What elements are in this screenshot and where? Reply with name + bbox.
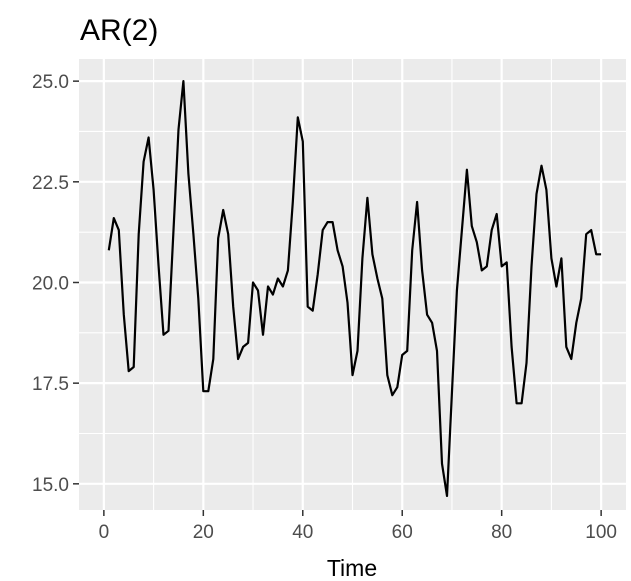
x-tick-label: 0 <box>99 522 110 543</box>
x-tick-label: 60 <box>392 522 413 543</box>
series-line <box>107 79 602 497</box>
x-tick-label: 100 <box>585 522 617 543</box>
y-tick-label: 22.5 <box>32 173 69 194</box>
y-axis: 15.0 17.5 20.0 22.5 25.0 <box>32 72 79 496</box>
y-tick-label: 17.5 <box>32 374 69 395</box>
x-axis-title: Time <box>327 555 377 581</box>
y-tick-label: 20.0 <box>32 273 69 294</box>
grid-major <box>79 59 626 510</box>
y-tick-label: 25.0 <box>32 72 69 93</box>
y-tick-label: 15.0 <box>32 475 69 496</box>
chart-title: AR(2) <box>80 14 158 47</box>
series-group <box>107 79 602 497</box>
x-axis: 0 20 40 60 80 100 <box>99 510 617 543</box>
x-tick-label: 40 <box>292 522 313 543</box>
x-tick-label: 80 <box>491 522 512 543</box>
x-tick-label: 20 <box>193 522 214 543</box>
